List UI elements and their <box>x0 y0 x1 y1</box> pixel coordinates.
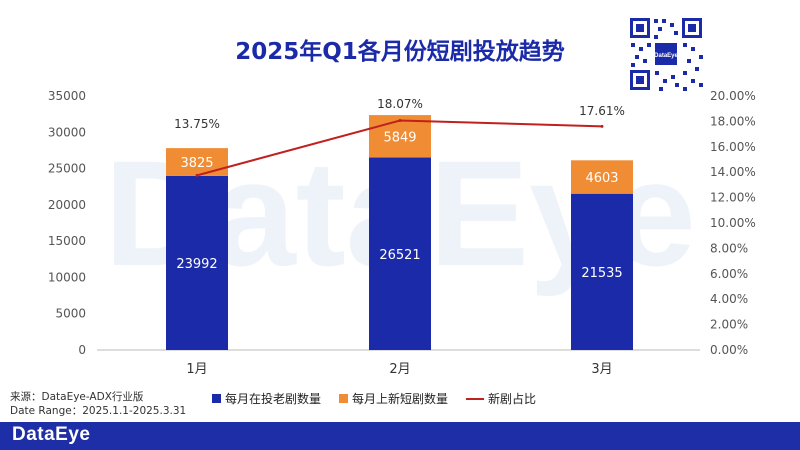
chart-legend: 每月在投老剧数量 每月上新短剧数量 新剧占比 <box>212 390 536 407</box>
y-right-tick-label: 12.00% <box>710 191 756 205</box>
y-right-tick-label: 20.00% <box>710 89 756 103</box>
y-right-tick-label: 16.00% <box>710 140 756 154</box>
y-left-tick-label: 35000 <box>48 89 86 103</box>
ratio-data-label: 18.07% <box>377 97 423 111</box>
ratio-line-series: 13.75% 18.07% 17.61% <box>174 97 625 177</box>
legend-swatch-new <box>339 394 349 403</box>
bar-new-2 <box>369 115 431 158</box>
chart-title: 2025年Q1各月份短剧投放趋势 <box>235 39 565 65</box>
y-left-axis: 0 5000 10000 15000 20000 25000 30000 35000 <box>48 89 86 357</box>
y-right-axis: 0.00% 2.00% 4.00% 6.00% 8.00% 10.00% 12.00% 14.… <box>710 89 756 357</box>
legend-item-new: 每月上新短剧数量 <box>339 390 448 407</box>
legend-label-new: 每月上新短剧数量 <box>352 392 449 406</box>
ratio-point-3 <box>600 124 604 128</box>
y-right-tick-label: 4.00% <box>710 292 748 306</box>
bar-old-value-label: 23992 <box>176 257 217 272</box>
y-right-tick-label: 2.00% <box>710 318 748 332</box>
ratio-point-1 <box>195 173 199 177</box>
y-right-tick-label: 10.00% <box>710 216 756 230</box>
y-left-tick-label: 30000 <box>48 125 86 139</box>
svg-text:DataEye: DataEye <box>654 53 678 59</box>
y-left-tick-label: 15000 <box>48 234 86 248</box>
footer-bar: DataEye <box>0 422 800 450</box>
qr-code-icon: DataEye <box>628 16 704 92</box>
y-left-tick-label: 25000 <box>48 162 86 176</box>
date-range-line: Date Range：2025.1.1-2025.3.31 <box>10 405 187 417</box>
bar-old-3 <box>571 193 633 350</box>
footer-logo: DataEye <box>12 424 91 445</box>
x-tick-label: 3月 <box>591 362 612 377</box>
y-right-tick-label: 14.00% <box>710 165 756 179</box>
y-right-tick-label: 18.00% <box>710 114 756 128</box>
y-left-tick-label: 20000 <box>48 198 86 212</box>
bar-old-1 <box>166 175 228 350</box>
x-axis-labels: 1月 2月 3月 <box>186 362 612 377</box>
y-left-tick-label: 10000 <box>48 270 86 284</box>
x-tick-label: 1月 <box>186 362 207 377</box>
y-left-tick-label: 5000 <box>55 307 86 321</box>
bar-new-value-label: 4603 <box>585 171 618 186</box>
bar-new-value-label: 3825 <box>180 156 213 171</box>
legend-item-ratio: 新剧占比 <box>466 390 536 407</box>
source-note: 来源：DataEye-ADX行业版 Date Range：2025.1.1-20… <box>10 390 186 418</box>
legend-label-old: 每月在投老剧数量 <box>225 392 322 406</box>
y-right-tick-label: 8.00% <box>710 241 748 255</box>
ratio-data-label: 17.61% <box>579 104 625 118</box>
legend-item-old: 每月在投老剧数量 <box>212 390 321 407</box>
source-line: 来源：DataEye-ADX行业版 <box>10 391 144 403</box>
y-right-tick-label: 0.00% <box>710 343 748 357</box>
bar-old-2 <box>369 157 431 350</box>
bar-new-1 <box>166 148 228 176</box>
legend-swatch-old <box>212 394 221 403</box>
bar-old-value-label: 21535 <box>581 266 622 281</box>
legend-label-ratio: 新剧占比 <box>488 392 537 406</box>
y-left-tick-label: 0 <box>78 343 86 357</box>
bar-series: 23992 3825 26521 5849 21535 4603 <box>166 115 633 350</box>
y-right-tick-label: 6.00% <box>710 267 748 281</box>
bar-new-3 <box>571 160 633 194</box>
ratio-point-2 <box>398 119 402 123</box>
bar-old-value-label: 26521 <box>379 248 420 263</box>
bar-new-value-label: 5849 <box>383 130 416 145</box>
ratio-data-label: 13.75% <box>174 117 220 131</box>
x-tick-label: 2月 <box>389 362 410 377</box>
legend-swatch-ratio <box>466 397 485 400</box>
